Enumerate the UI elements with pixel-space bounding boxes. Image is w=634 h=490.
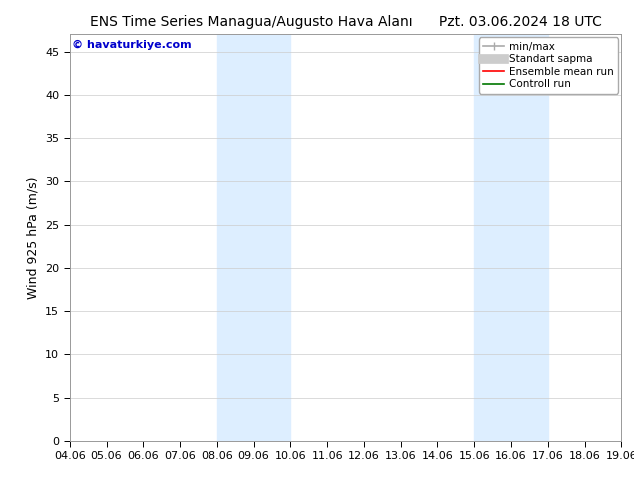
Text: © havaturkiye.com: © havaturkiye.com — [72, 40, 192, 50]
Y-axis label: Wind 925 hPa (m/s): Wind 925 hPa (m/s) — [27, 176, 40, 299]
Legend: min/max, Standart sapma, Ensemble mean run, Controll run: min/max, Standart sapma, Ensemble mean r… — [479, 37, 618, 94]
Bar — [217, 34, 290, 441]
Title: ENS Time Series Managua/Augusto Hava Alanı      Pzt. 03.06.2024 18 UTC: ENS Time Series Managua/Augusto Hava Ala… — [89, 15, 602, 29]
Bar — [474, 34, 548, 441]
